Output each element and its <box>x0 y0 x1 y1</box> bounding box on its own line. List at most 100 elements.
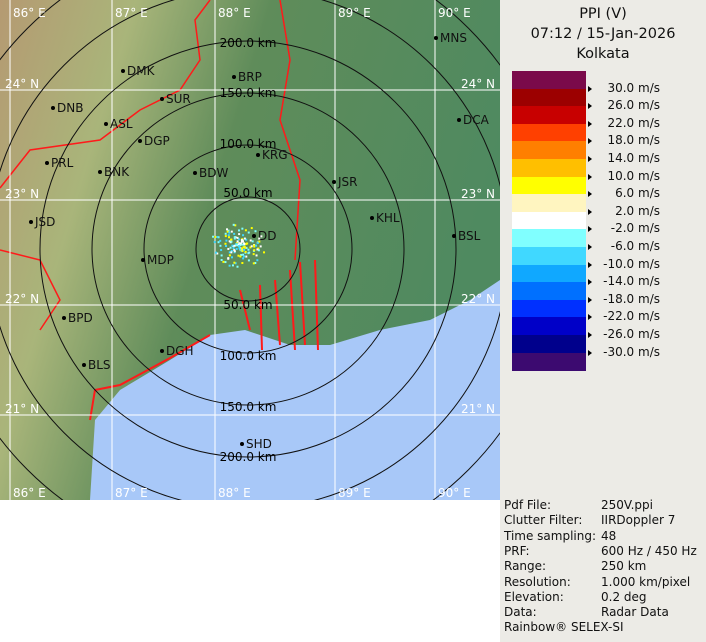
legend-swatch <box>512 265 586 283</box>
legend-label: 6.0 m/s <box>594 186 660 200</box>
legend-tick <box>588 279 592 285</box>
city-label: DMK <box>127 64 156 78</box>
echo-pixel <box>221 254 223 256</box>
info-value: IIRDoppler 7 <box>601 513 675 527</box>
legend-swatch <box>512 194 586 212</box>
echo-pixel <box>230 251 232 253</box>
legend-tick <box>588 262 592 268</box>
legend-tick <box>588 103 592 109</box>
city-marker <box>193 171 197 175</box>
echo-pixel <box>242 257 244 259</box>
echo-pixel <box>245 251 247 253</box>
city-label: BSL <box>458 229 481 243</box>
lon-label-bottom: 90° E <box>438 486 471 500</box>
radar-ppi-map[interactable]: 86° E 86° E 87° E 87° E 88° E 88° E 89° E 89° E… <box>0 0 500 500</box>
lat-label-left: 22° N <box>5 292 39 306</box>
legend-label: -22.0 m/s <box>594 309 660 323</box>
info-key: Data: <box>504 605 537 619</box>
lon-label-top: 89° E <box>338 6 371 20</box>
echo-pixel <box>263 251 265 253</box>
legend-swatch <box>512 353 586 371</box>
echo-pixel <box>229 265 231 267</box>
city-label: MDP <box>147 253 174 267</box>
info-key: Clutter Filter: <box>504 513 582 527</box>
city-marker <box>457 118 461 122</box>
city-label: PRL <box>51 156 74 170</box>
echo-pixel <box>215 252 217 254</box>
city-label: BNK <box>104 165 130 179</box>
city-marker <box>138 139 142 143</box>
legend-swatch <box>512 141 586 159</box>
echo-pixel <box>238 233 240 235</box>
city-marker <box>240 442 244 446</box>
info-row: Time sampling: 48 <box>504 529 596 543</box>
legend-tick <box>588 226 592 232</box>
legend-panel: PPI (V) 07:12 / 15-Jan-2026 Kolkata 30.0… <box>500 0 706 642</box>
legend-swatch <box>512 124 586 142</box>
site-name: Kolkata <box>500 46 706 62</box>
legend-swatch <box>512 212 586 230</box>
echo-pixel <box>225 240 227 242</box>
echo-pixel <box>219 245 221 247</box>
legend-swatch <box>512 300 586 318</box>
legend-label: -18.0 m/s <box>594 292 660 306</box>
echo-pixel <box>228 232 230 234</box>
echo-pixel <box>245 229 247 231</box>
lat-label-right: 22° N <box>461 292 495 306</box>
echo-pixel <box>248 232 250 234</box>
legend-label: -30.0 m/s <box>594 345 660 359</box>
echo-pixel <box>237 237 239 239</box>
city-marker <box>252 234 256 238</box>
info-value: 48 <box>601 529 616 543</box>
echo-pixel <box>244 247 246 249</box>
echo-pixel <box>243 255 245 257</box>
legend-tick <box>588 332 592 338</box>
info-row: Pdf File: 250V.ppi <box>504 498 551 512</box>
legend-swatch <box>512 89 586 107</box>
lon-label-bottom: 88° E <box>218 486 251 500</box>
lat-label-right: 24° N <box>461 77 495 91</box>
echo-pixel <box>227 248 229 250</box>
legend-swatch <box>512 317 586 335</box>
info-key: Range: <box>504 559 546 573</box>
echo-pixel <box>256 248 258 250</box>
legend-tick <box>588 86 592 92</box>
echo-pixel <box>225 235 227 237</box>
legend-swatch <box>512 229 586 247</box>
info-value: 1.000 km/pixel <box>601 575 690 589</box>
echo-pixel <box>255 245 257 247</box>
city-label: SUR <box>166 92 191 106</box>
info-value: 250V.ppi <box>601 498 653 512</box>
legend-tick <box>588 121 592 127</box>
echo-pixel <box>234 236 236 238</box>
echo-pixel <box>237 266 239 268</box>
info-key: PRF: <box>504 544 530 558</box>
echo-pixel <box>229 254 231 256</box>
info-row: Elevation: 0.2 deg <box>504 590 564 604</box>
echo-pixel <box>243 249 245 251</box>
range-label: 150.0 km <box>220 400 277 414</box>
echo-pixel <box>253 253 255 255</box>
range-label: 200.0 km <box>220 36 277 50</box>
legend-label: -10.0 m/s <box>594 257 660 271</box>
echo-pixel <box>238 229 240 231</box>
echo-pixel <box>219 240 221 242</box>
info-value: 250 km <box>601 559 646 573</box>
echo-pixel <box>232 264 234 266</box>
legend-label: 18.0 m/s <box>594 133 660 147</box>
echo-pixel <box>221 259 223 261</box>
echo-pixel <box>251 227 253 229</box>
echo-pixel <box>212 236 214 238</box>
echo-pixel <box>225 233 227 235</box>
datetime: 07:12 / 15-Jan-2026 <box>500 26 706 42</box>
city-marker <box>452 234 456 238</box>
legend-label: 2.0 m/s <box>594 204 660 218</box>
info-row: Range: 250 km <box>504 559 546 573</box>
info-row: Data: Radar Data <box>504 605 537 619</box>
product-title: PPI (V) <box>500 6 706 22</box>
city-marker <box>256 153 260 157</box>
lat-label-right: 21° N <box>461 402 495 416</box>
echo-pixel <box>228 234 230 236</box>
lon-label-bottom: 86° E <box>13 486 46 500</box>
echo-pixel <box>220 249 222 251</box>
